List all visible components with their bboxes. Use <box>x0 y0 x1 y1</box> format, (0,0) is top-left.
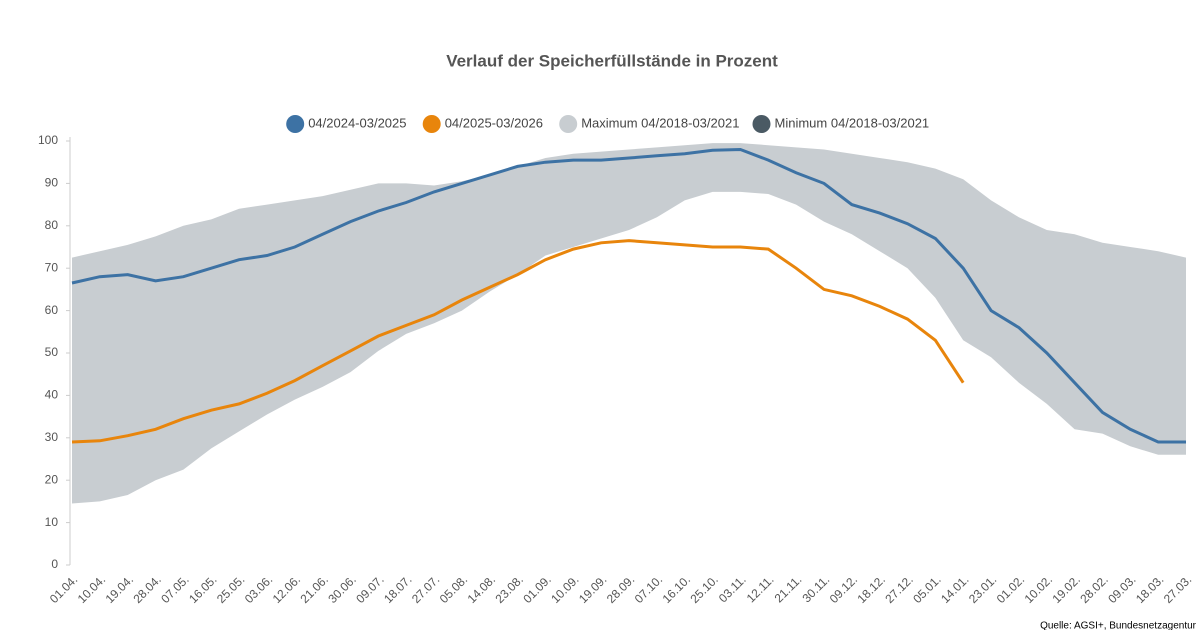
x-tick-label: 18.07. <box>381 572 414 605</box>
x-tick-label: 25.05. <box>214 572 247 605</box>
min-area <box>72 191 1186 565</box>
x-tick-label: 01.09. <box>520 572 553 605</box>
x-tick-label: 23.01. <box>966 572 999 605</box>
legend-swatch <box>752 115 771 133</box>
x-tick-label: 05.01. <box>910 572 943 605</box>
x-tick-label: 09.07. <box>353 572 386 605</box>
y-tick-label: 70 <box>45 260 59 274</box>
x-tick-label: 16.10. <box>660 572 693 605</box>
x-tick-label: 18.03. <box>1133 572 1166 605</box>
y-tick-label: 0 <box>51 557 58 571</box>
x-tick-label: 19.09. <box>576 572 609 605</box>
x-tick-label: 12.06. <box>270 572 303 605</box>
x-tick-label: 01.02. <box>994 572 1027 605</box>
y-tick-label: 10 <box>45 515 59 529</box>
chart-title: Verlauf der Speicherfüllstände in Prozen… <box>446 51 778 70</box>
y-tick-label: 100 <box>38 133 58 147</box>
legend-swatch <box>559 115 578 133</box>
x-tick-label: 16.05. <box>186 572 219 605</box>
x-tick-label: 28.04. <box>130 572 163 605</box>
legend-label: 04/2024-03/2025 <box>308 115 406 130</box>
x-tick-label: 03.11. <box>716 572 749 605</box>
x-tick-label: 28.09. <box>604 572 637 605</box>
x-tick-label: 09.12. <box>827 572 860 605</box>
y-tick-label: 90 <box>45 176 59 190</box>
y-tick-label: 20 <box>45 472 59 486</box>
x-tick-label: 05.08. <box>437 572 470 605</box>
x-tick-label: 27.07. <box>409 572 442 605</box>
legend-swatch <box>286 115 305 133</box>
x-tick-label: 10.04. <box>75 572 108 605</box>
x-tick-label: 25.10. <box>687 572 720 605</box>
x-tick-label: 21.06. <box>298 572 331 605</box>
x-tick-label: 07.10. <box>632 572 665 605</box>
y-tick-label: 40 <box>45 388 59 402</box>
x-tick-label: 21.11. <box>772 572 805 605</box>
y-tick-label: 60 <box>45 303 59 317</box>
source: Quelle: AGSI+, Bundesnetzagentur <box>1040 621 1197 630</box>
series-line <box>71 147 1186 444</box>
x-tick-label: 19.02. <box>1049 572 1082 605</box>
y-tick-label: 30 <box>45 430 59 444</box>
x-tick-label: 19.04. <box>103 572 136 605</box>
legend-label: Maximum 04/2018-03/2021 <box>581 115 739 130</box>
x-tick-label: 18.12. <box>855 572 888 605</box>
x-tick-label: 01.04. <box>47 572 80 605</box>
y-tick-label: 50 <box>45 345 59 359</box>
x-tick-label: 09.03. <box>1105 572 1138 605</box>
x-tick-label: 30.11. <box>799 572 832 605</box>
legend-label: Minimum 04/2018-03/2021 <box>775 115 930 130</box>
x-tick-label: 12.11. <box>744 572 777 605</box>
x-tick-label: 23.08. <box>492 572 525 605</box>
x-tick-label: 14.08. <box>465 572 498 605</box>
series-line <box>71 239 965 444</box>
x-tick-label: 27.12. <box>882 572 915 605</box>
x-tick-label: 07.05. <box>158 572 191 605</box>
x-tick-label: 28.02. <box>1077 572 1110 605</box>
x-tick-label: 14.01. <box>938 572 971 605</box>
legend-label: 04/2025-03/2026 <box>445 115 543 130</box>
x-tick-label: 10.09. <box>548 572 581 605</box>
x-tick-label: 27.03. <box>1161 572 1194 605</box>
legend-swatch <box>422 115 441 133</box>
x-tick-label: 30.06. <box>325 572 358 605</box>
y-tick-label: 80 <box>45 218 59 232</box>
x-tick-label: 10.02. <box>1022 572 1055 605</box>
x-tick-label: 03.06. <box>242 572 275 605</box>
